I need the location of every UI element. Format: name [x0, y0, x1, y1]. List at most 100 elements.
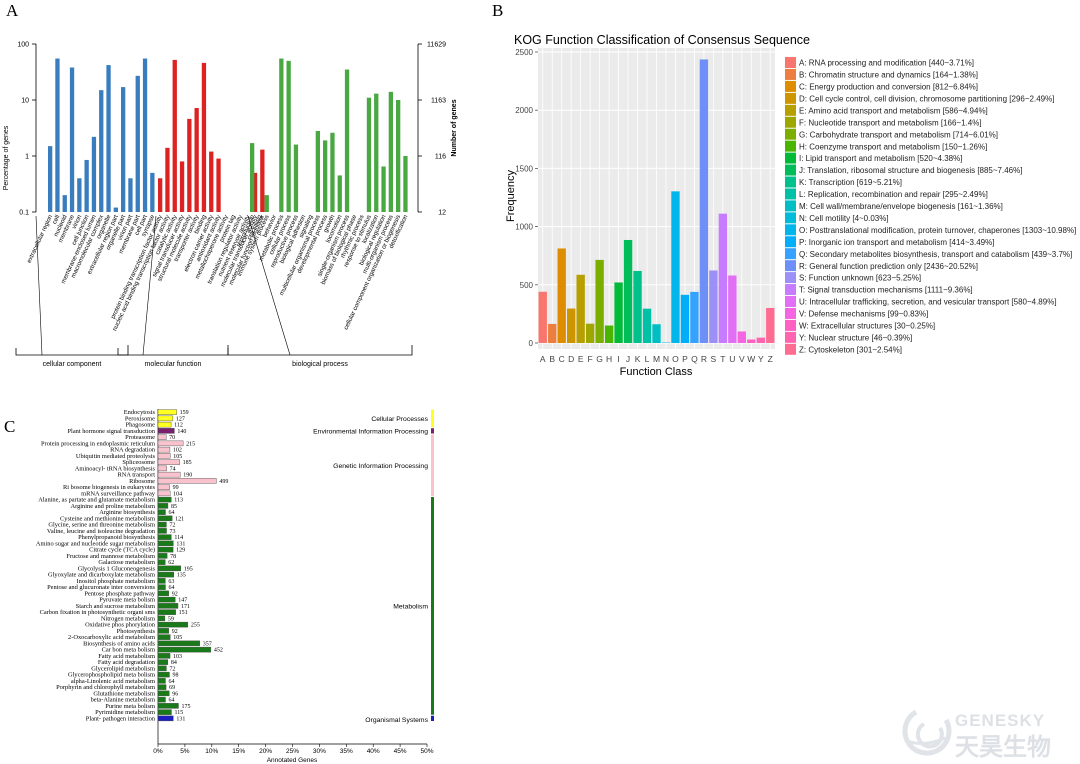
- pathway-label: Porphyrin and chlorophyll metabolism: [56, 684, 155, 691]
- go-bar: [344, 69, 350, 212]
- legend-entry: C: Energy production and conversion [812…: [799, 83, 978, 92]
- pathway-bar: [157, 703, 179, 709]
- pathway-value: 171: [181, 604, 190, 610]
- go-bar: [194, 107, 199, 212]
- legend-swatch: [785, 57, 796, 68]
- legend-swatch: [785, 176, 796, 188]
- legend-swatch: [785, 236, 796, 248]
- pathway-label: Protein processing in endoplasmic reticu…: [41, 440, 155, 447]
- kog-classification-chart: KOG Function Classification of Consensus…: [505, 33, 1076, 378]
- pathway-value: 115: [174, 710, 183, 716]
- pathway-value: 105: [173, 635, 182, 641]
- pathway-bar: [157, 446, 171, 453]
- go-bar: [323, 140, 328, 212]
- legend-entry: M: Cell wall/membrane/envelope biogenesi…: [799, 202, 1003, 211]
- legend-swatch: [785, 164, 796, 176]
- pathway-label: Glycolysis 1 Gluconeogenesis: [78, 565, 156, 572]
- go-bar: [99, 90, 104, 212]
- pathway-label: Amino sugar and nucleotide sugar metabol…: [36, 540, 155, 547]
- pathway-value: 357: [203, 641, 212, 647]
- pathway-bar: [157, 653, 171, 659]
- pathway-label: beta-Alanine metabolism: [91, 697, 155, 704]
- go-bar: [69, 67, 75, 212]
- legend-entry: T: Signal transduction mechanisms [1111~…: [799, 286, 973, 295]
- legend-swatch: [785, 343, 796, 355]
- pathway-value: 64: [168, 585, 174, 591]
- group-label: cellular component: [43, 361, 102, 368]
- pathway-value: 92: [172, 591, 178, 597]
- legend-entry: L: Replication, recombination and repair…: [799, 190, 988, 199]
- pathway-label: Arginine and proline metabolism: [70, 503, 155, 510]
- pathway-bar: [157, 484, 170, 490]
- x-tick-label: T: [720, 354, 725, 364]
- pathway-value: 175: [181, 704, 190, 710]
- x-tick-label: 15%: [232, 748, 245, 755]
- go-bar: [91, 136, 97, 212]
- legend-swatch: [785, 200, 796, 212]
- legend-entry: B: Chromatin structure and dynamics [164…: [799, 71, 978, 80]
- legend-entry: F: Nucleotide transport and metabolism […: [799, 118, 982, 127]
- legend-swatch: [785, 116, 796, 128]
- left-tick-label: 10: [21, 98, 29, 105]
- legend-entry: K: Transcription [619~5.21%]: [799, 178, 902, 187]
- pathway-value: 215: [186, 441, 195, 447]
- go-group-molecular-function: protein binding transcription factor act…: [110, 59, 266, 368]
- pathway-bar: [157, 628, 169, 634]
- pathway-bar: [157, 459, 180, 465]
- pathway-label: Fatty acid metabolism: [98, 653, 155, 660]
- x-tick-label: G: [596, 354, 603, 364]
- x-axis-label: Function Class: [620, 366, 693, 378]
- y-tick-label: 0: [529, 339, 534, 348]
- legend-swatch: [785, 92, 796, 104]
- pathway-label: Valine, leucine and isoleucine degradati…: [47, 528, 156, 535]
- x-tick-label: P: [682, 354, 688, 364]
- pathway-bar: [157, 709, 172, 715]
- kog-bar: [538, 291, 547, 343]
- x-tick-label: K: [635, 354, 641, 364]
- pathway-value: 64: [168, 510, 174, 516]
- pathway-value: 127: [176, 416, 185, 422]
- go-group-cellular-component: extracellular regioncellnucleoidmembrane…: [15, 58, 157, 368]
- x-tick-label: 50%: [420, 748, 433, 755]
- pathway-value: 96: [172, 691, 178, 697]
- pathway-value: 85: [171, 504, 177, 510]
- pathway-value: 104: [173, 491, 182, 497]
- go-bar: [165, 147, 170, 212]
- go-bar: [201, 62, 207, 213]
- panel-label-b: B: [492, 1, 503, 20]
- category-label: Environmental Information Processing: [313, 428, 428, 435]
- x-tick-label: M: [653, 354, 660, 364]
- go-bar: [128, 178, 133, 212]
- pathway-value: 185: [183, 460, 192, 466]
- pathway-label: Plant- pathogen interaction: [86, 715, 156, 722]
- go-category-label: extracellular region: [26, 213, 55, 264]
- pathway-label: Citrate cycle (TCA cycle): [89, 547, 155, 554]
- pathway-bar: [157, 615, 166, 622]
- left-tick-label: 100: [17, 42, 29, 49]
- pathway-label: RNA degradation: [110, 447, 156, 454]
- y-tick-label: 2500: [515, 48, 533, 57]
- right-tick-label: 11629: [427, 42, 446, 49]
- pathway-bar: [157, 671, 170, 678]
- pathway-label: 2-Oxocarboxylic acid metabolism: [68, 634, 155, 641]
- pathway-bar: [157, 421, 172, 428]
- legend-swatch: [785, 319, 796, 331]
- legend-entry: N: Cell motility [4~0.03%]: [799, 214, 889, 223]
- go-bar: [252, 172, 258, 212]
- pathway-value: 73: [170, 529, 176, 535]
- kog-bar: [642, 308, 652, 343]
- pathway-value: 131: [176, 541, 185, 547]
- pathway-value: 99: [173, 485, 179, 491]
- pathway-label: Oxidative phos phorylation: [85, 622, 156, 629]
- pathway-bar: [157, 590, 169, 597]
- pathway-bar: [157, 596, 176, 603]
- go-bar: [381, 166, 386, 212]
- pathway-label: Pyruvate meta bolism: [99, 597, 155, 604]
- pathway-value: 140: [177, 429, 186, 435]
- pathway-label: Starch and sucrose metabolism: [76, 603, 155, 610]
- category-strip: [431, 409, 434, 428]
- pathway-bar: [157, 465, 167, 472]
- pathway-value: 69: [169, 685, 175, 691]
- legend-swatch: [785, 80, 796, 92]
- right-tick-label: 1163: [431, 98, 446, 105]
